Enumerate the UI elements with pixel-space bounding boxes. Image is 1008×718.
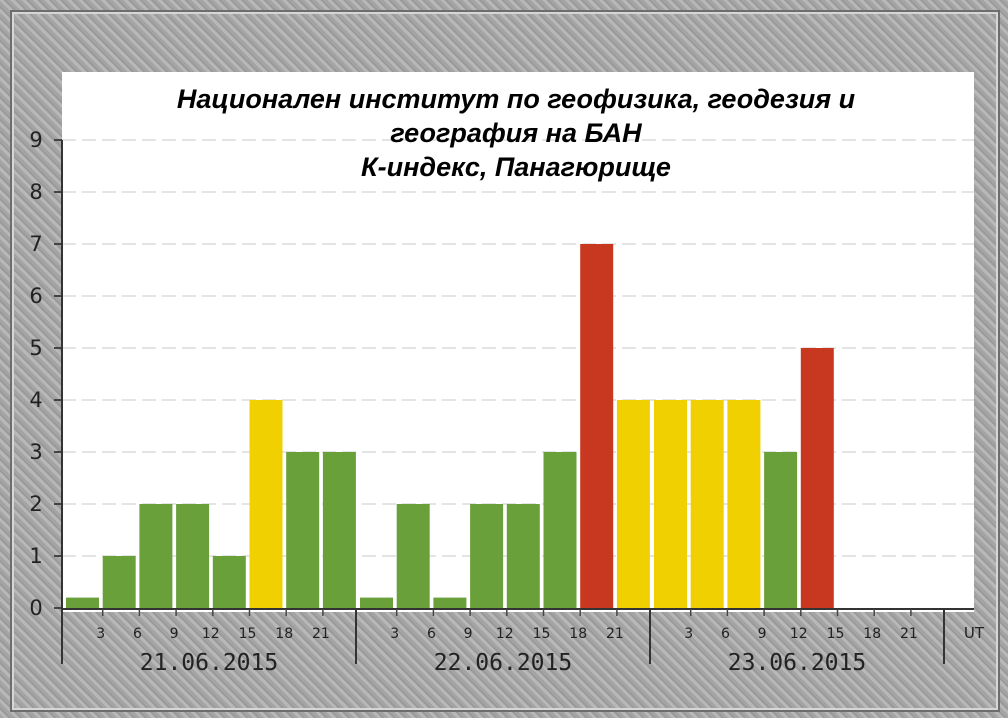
x-hour-label: 3 [684, 626, 693, 642]
x-hour-label: 15 [533, 626, 551, 642]
chart-title-line-2: география на БАН [390, 118, 642, 148]
x-hour-label: 15 [239, 626, 257, 642]
x-hour-label: 9 [464, 626, 473, 642]
k-index-bar [360, 597, 393, 608]
x-hour-label: 21 [606, 626, 624, 642]
day-date-label: 23.06.2015 [728, 650, 866, 676]
x-hour-label: 21 [312, 626, 330, 642]
y-tick-label: 8 [29, 180, 42, 204]
k-index-bar [654, 400, 687, 608]
k-index-bar [727, 400, 761, 608]
y-tick-label: 6 [29, 284, 42, 308]
chart-title-line-3: К-индекс, Панагюрище [361, 152, 671, 182]
k-index-bar [66, 597, 99, 608]
x-hour-label: 6 [133, 626, 142, 642]
y-tick-label: 9 [29, 128, 42, 152]
k-index-bar [176, 504, 210, 608]
k-index-bar [543, 452, 577, 608]
x-hour-label: 3 [390, 626, 399, 642]
k-index-bar [470, 504, 504, 608]
y-tick-label: 0 [29, 596, 42, 620]
x-hour-label: 12 [790, 626, 808, 642]
y-tick-label: 2 [29, 492, 42, 516]
k-index-bar [764, 452, 798, 608]
k-index-bar [249, 400, 283, 608]
k-index-bar [616, 400, 650, 608]
k-index-bar [286, 452, 320, 608]
y-tick-label: 7 [29, 232, 42, 256]
x-hour-label: 18 [275, 626, 293, 642]
x-hour-label: 9 [758, 626, 767, 642]
k-index-bar [800, 348, 834, 608]
x-unit-label: UT [964, 624, 985, 642]
chart-title-line-1: Национален институт по геофизика, геодез… [176, 84, 856, 114]
day-date-label: 22.06.2015 [434, 650, 572, 676]
y-tick-label: 5 [29, 336, 42, 360]
k-index-bar [139, 504, 173, 608]
x-hour-label: 3 [96, 626, 105, 642]
x-hour-label: 9 [170, 626, 179, 642]
x-hour-label: 15 [827, 626, 845, 642]
x-hour-label: 18 [863, 626, 881, 642]
x-hour-label: 6 [427, 626, 436, 642]
frame-border [10, 10, 1000, 712]
x-hour-label: 12 [496, 626, 514, 642]
y-tick-label: 4 [29, 388, 42, 412]
x-hour-label: 18 [569, 626, 587, 642]
y-tick-label: 1 [29, 544, 42, 568]
k-index-bar [212, 556, 246, 608]
k-index-bar [580, 244, 614, 608]
x-hour-label: 6 [721, 626, 730, 642]
k-index-bar [433, 597, 467, 608]
k-index-bar [396, 504, 430, 608]
day-date-label: 21.06.2015 [140, 650, 278, 676]
bars-layer [66, 244, 834, 608]
x-hour-label: 21 [900, 626, 918, 642]
y-tick-label: 3 [29, 440, 42, 464]
k-index-bar [506, 504, 540, 608]
k-index-bar [322, 452, 356, 608]
k-index-bar [690, 400, 724, 608]
x-hour-label: 12 [202, 626, 220, 642]
k-index-bar [102, 556, 136, 608]
